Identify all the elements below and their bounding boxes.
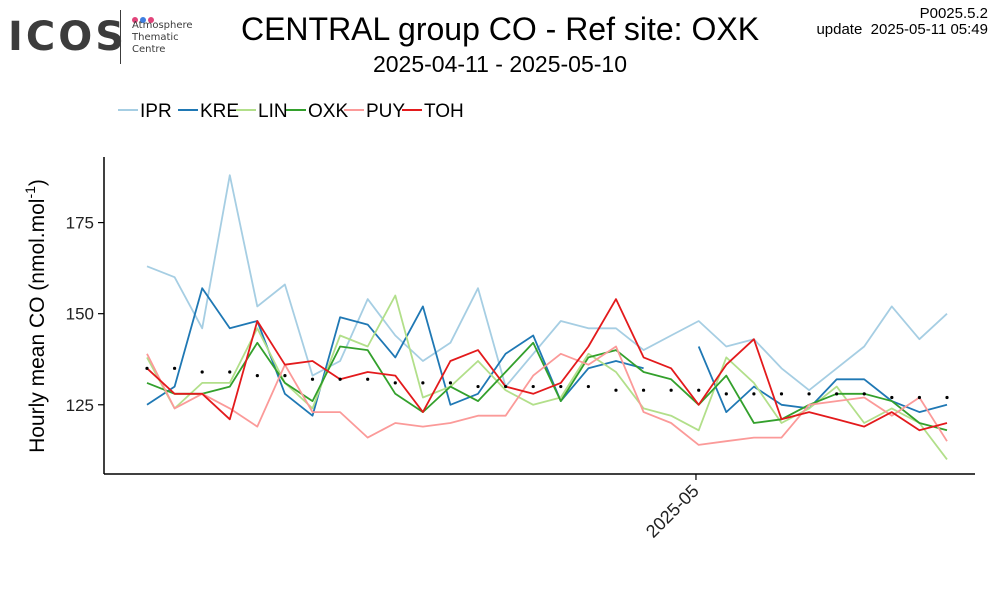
reference-dot xyxy=(890,395,894,400)
update-time: 2025-05-11 05:49 xyxy=(870,21,988,38)
logo-divider xyxy=(120,10,121,64)
reference-dot xyxy=(614,388,618,392)
logo-dots-icon xyxy=(132,10,156,28)
legend-label-oxk: OXK xyxy=(308,101,348,122)
reference-dot xyxy=(448,381,453,385)
reference-dot xyxy=(779,392,784,396)
reference-dot xyxy=(200,370,204,374)
reference-dot xyxy=(835,392,839,396)
legend-label-puy: PUY xyxy=(366,101,405,122)
logo-line-1: Atmosphere xyxy=(132,20,193,31)
chart-axes: 125 150 175 2025-05 xyxy=(66,157,975,542)
logo-line-2: Thematic xyxy=(132,32,179,43)
y-tick-label: 125 xyxy=(66,396,94,415)
reference-dot xyxy=(255,374,259,378)
logo-subtitle: Atmosphere Thematic Centre xyxy=(132,20,193,56)
reference-dot xyxy=(945,395,949,400)
series-line-ipr xyxy=(146,174,948,392)
version-code: P0025.5.2 xyxy=(919,5,988,22)
reference-dot xyxy=(917,395,922,400)
reference-dot xyxy=(752,392,756,396)
logo-wordmark: ICOS xyxy=(8,14,128,60)
reference-dot xyxy=(366,377,370,381)
chart-subtitle: 2025-04-11 - 2025-05-10 xyxy=(372,51,628,77)
y-tick-label: 175 xyxy=(66,214,94,233)
reference-dot xyxy=(172,366,177,370)
y-tick-label: 150 xyxy=(66,305,94,324)
reference-dot xyxy=(641,388,646,392)
y-axis-label: Hourly mean CO (nmol.mol-1) xyxy=(22,179,49,453)
reference-dot xyxy=(807,392,811,396)
reference-dot xyxy=(669,388,673,392)
reference-dot xyxy=(310,377,315,381)
series-line-lin xyxy=(146,294,948,460)
x-tick-label: 2025-05 xyxy=(642,481,703,542)
legend-label-toh: TOH xyxy=(424,101,464,122)
reference-dots xyxy=(145,366,949,400)
version-info: P0025.5.2 update 2025-05-11 05:49 xyxy=(816,6,988,38)
chart-legend: IPR KRE LIN OXK PUY TOH xyxy=(118,101,464,122)
logo-line-3: Centre xyxy=(132,44,166,55)
legend-label-lin: LIN xyxy=(258,101,288,122)
reference-dot xyxy=(338,377,342,381)
series-line-kre xyxy=(146,287,644,417)
reference-dot xyxy=(283,374,287,378)
reference-dot xyxy=(145,366,149,370)
update-label: update xyxy=(816,21,863,38)
series-line-toh xyxy=(146,298,948,432)
reference-dot xyxy=(531,384,535,389)
reference-dot xyxy=(421,381,425,385)
chart-series xyxy=(146,174,948,460)
reference-dot xyxy=(393,381,397,385)
reference-dot xyxy=(862,392,866,396)
icos-logo: ICOS Atmosphere Thematic Centre xyxy=(6,8,206,68)
reference-dot xyxy=(559,384,563,389)
reference-dot xyxy=(724,392,728,396)
reference-dot xyxy=(476,384,480,389)
chart-title: CENTRAL group CO - Ref site: OXK xyxy=(240,11,760,47)
series-line-puy xyxy=(146,345,948,446)
reference-dot xyxy=(228,370,232,374)
legend-label-kre: KRE xyxy=(200,101,239,122)
reference-dot xyxy=(504,384,508,389)
reference-dot xyxy=(697,388,701,392)
legend-label-ipr: IPR xyxy=(140,101,172,122)
reference-dot xyxy=(586,384,590,389)
